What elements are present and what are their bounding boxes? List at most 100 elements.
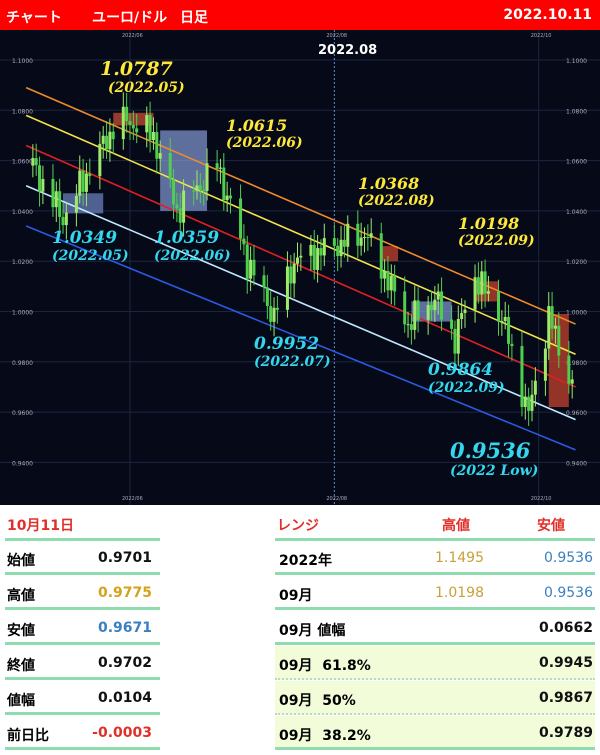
range-title: レンジ	[277, 518, 319, 534]
candle-body	[500, 321, 504, 323]
candle-body	[262, 275, 266, 288]
candle-body	[430, 304, 433, 311]
timeframe: 日足	[180, 10, 208, 26]
y-tick-label-left: 1.0000	[12, 310, 33, 317]
candle-body	[148, 115, 152, 141]
candle-body	[369, 233, 373, 238]
candle-body	[550, 306, 554, 329]
row-value: -0.0003	[92, 725, 152, 741]
candle-body	[480, 271, 484, 295]
x-tick-label-bottom: 2022/10	[531, 496, 552, 502]
candle-body	[38, 165, 42, 192]
range-row: 09月 50% 0.9867	[275, 681, 595, 715]
candle-body	[205, 163, 209, 191]
candle-body	[319, 248, 323, 256]
candle-body	[533, 380, 537, 395]
candle-body	[553, 325, 557, 329]
candle-body	[342, 239, 346, 247]
x-tick-label-bottom: 2022/08	[326, 496, 347, 502]
candle-body	[229, 195, 232, 199]
candle-body	[336, 245, 340, 257]
row-value: 0.9671	[97, 620, 152, 636]
y-tick-label-left: 1.0200	[12, 259, 33, 266]
candle-body	[178, 208, 182, 223]
candle-body	[413, 300, 417, 330]
candle-body	[379, 233, 383, 279]
row-value: 0.9775	[97, 585, 152, 601]
row-label: 始値	[7, 553, 35, 569]
candle-body	[269, 306, 273, 322]
range-box	[381, 246, 398, 262]
row-low: 0.0662	[538, 620, 593, 636]
annotation-low-2022-06: 1.0359 (2022.06)	[154, 228, 231, 264]
candle-body	[245, 244, 249, 279]
y-tick-label-right: 0.9400	[566, 460, 587, 467]
row-label: 終値	[7, 658, 35, 674]
y-tick-label-right: 1.0600	[566, 159, 587, 166]
candle-body	[309, 244, 313, 256]
candle-body	[131, 124, 135, 129]
row-label: 09月	[279, 588, 313, 604]
header-bar: チャート ユーロ/ドル 日足 2022.10.11	[0, 0, 600, 30]
daily-price-table: 10月11日 始値 0.9701 高値 0.9775 安値 0.9671 終値 0.9702 値…	[5, 510, 160, 750]
row-value: 0.9701	[97, 550, 152, 566]
row-label: 09月 38.2%	[279, 728, 371, 744]
annotation-high-2022-09: 1.0198 (2022.09)	[458, 214, 535, 249]
candle-body	[225, 195, 229, 201]
y-tick-label-right: 1.0800	[566, 108, 587, 115]
candle-body	[58, 191, 62, 217]
candle-body	[64, 212, 68, 226]
candle-body	[409, 324, 413, 330]
row-label: 安値	[7, 623, 35, 639]
high-header: 高値	[442, 518, 470, 534]
candle-body	[41, 178, 45, 192]
candle-body	[155, 132, 159, 159]
candle-body	[436, 291, 440, 300]
row-label: 09月 61.8%	[279, 658, 371, 674]
candle-body	[215, 163, 219, 169]
divider	[275, 538, 595, 541]
candle-body	[202, 189, 206, 191]
candle-body	[386, 270, 390, 291]
candle-body	[198, 185, 202, 190]
header-title: チャート	[6, 10, 62, 26]
candle-body	[463, 309, 467, 313]
candle-body	[312, 244, 316, 270]
candle-body	[192, 190, 196, 192]
candle-body	[195, 185, 199, 192]
candle-body	[316, 248, 320, 270]
x-tick-label-bottom: 2022/06	[122, 496, 143, 502]
candle-body	[389, 275, 393, 291]
candle-body	[473, 277, 477, 310]
candle-body	[78, 170, 82, 196]
y-tick-label-right: 1.0400	[566, 209, 587, 216]
candle-body	[486, 291, 490, 294]
daily-row: 安値 0.9671	[5, 611, 160, 645]
row-low: 0.9536	[544, 585, 593, 601]
candle-body	[476, 277, 480, 295]
candle-body	[125, 106, 129, 122]
candle-body	[346, 223, 350, 247]
row-high: 1.1495	[435, 550, 484, 566]
candle-body	[61, 216, 65, 226]
candle-body	[433, 299, 437, 311]
row-low: 0.9789	[538, 725, 593, 741]
candle-body	[108, 131, 112, 150]
candle-body	[339, 239, 343, 257]
candle-body	[453, 328, 457, 354]
annotation-low-2022-05: 1.0349 (2022.05)	[52, 228, 129, 264]
y-tick-label-left: 0.9600	[12, 410, 33, 417]
candle-body	[218, 167, 222, 169]
range-row: 2022年 1.1495 0.9536	[275, 541, 595, 575]
candle-body	[426, 304, 430, 320]
y-tick-label-right: 1.0200	[566, 259, 587, 266]
header-date: 2022.10.11	[503, 7, 592, 23]
candle-body	[497, 291, 500, 322]
chart-canvas: 1.1000 1.1000 1.0800 1.0800 1.0600 1.0600 1.04…	[0, 30, 600, 505]
daily-row: 値幅 0.0104	[5, 681, 160, 715]
candle-body	[275, 307, 279, 310]
annotation-low-2022-07: 0.9952 (2022.07)	[254, 334, 331, 370]
candle-body	[249, 259, 253, 279]
y-tick-label-right: 1.1000	[566, 58, 587, 65]
candle-body	[403, 291, 407, 325]
